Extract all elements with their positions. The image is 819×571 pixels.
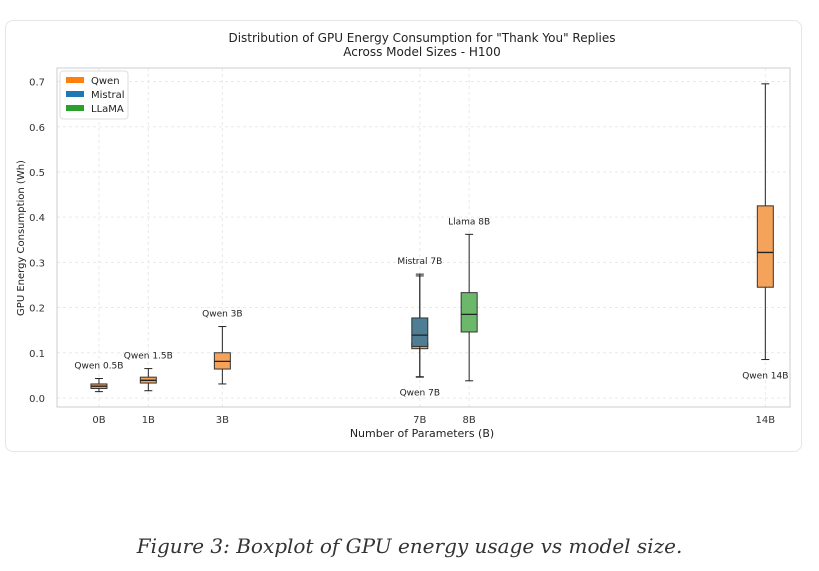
legend-label: Mistral [91, 90, 125, 101]
chart-title: Distribution of GPU Energy Consumption f… [228, 31, 615, 45]
box-qwen-14b [756, 83, 774, 361]
y-tick-label: 0.7 [29, 78, 45, 89]
legend: Qwen Mistral LLaMA [59, 70, 129, 120]
box-label: Qwen 3B [202, 310, 242, 320]
y-tick-label: 0.4 [29, 213, 45, 224]
iqr-box [460, 292, 478, 333]
iqr-box [411, 317, 429, 347]
box-label: Qwen 0.5B [74, 362, 123, 372]
legend-swatch [66, 105, 84, 111]
box-qwen-0-5b [90, 378, 108, 393]
iqr-box [756, 205, 774, 288]
figure-card: 0.0 0.1 0.2 0.3 0.4 0.5 0.6 0.7 0B 1B 3B 7B 8B 14B Qw… [5, 20, 802, 452]
x-tick-label: 7B [413, 415, 426, 426]
legend-label: LLaMA [91, 104, 124, 115]
x-axis-label: Number of Parameters (B) [350, 427, 494, 440]
legend-swatch [66, 77, 84, 83]
box-label: Llama 8B [448, 217, 490, 227]
box-label: Qwen 1.5B [124, 352, 173, 362]
y-tick-label: 0.2 [29, 304, 45, 315]
figure-caption: Figure 3: Boxplot of GPU energy usage vs… [136, 534, 683, 558]
y-tick-label: 0.3 [29, 258, 45, 269]
chart-subtitle: Across Model Sizes - H100 [343, 45, 501, 59]
x-tick-label: 3B [216, 415, 229, 426]
x-tick-label: 1B [142, 415, 155, 426]
x-tick-label: 14B [756, 415, 776, 426]
axes: 0.0 0.1 0.2 0.3 0.4 0.5 0.6 0.7 0B 1B 3B 7B 8B 14B [29, 78, 775, 426]
y-tick-label: 0.1 [29, 349, 45, 360]
plot-frame [56, 67, 791, 408]
x-tick-label: 8B [463, 415, 476, 426]
box-qwen-1-5b [139, 368, 157, 392]
box-qwen-3b [213, 326, 231, 385]
boxplot-chart: 0.0 0.1 0.2 0.3 0.4 0.5 0.6 0.7 0B 1B 3B 7B 8B 14B Qw… [16, 31, 791, 440]
box-label: Qwen 14B [742, 372, 788, 382]
box-label: Mistral 7B [397, 257, 442, 267]
boxes [90, 83, 774, 393]
box-llama-8b [460, 233, 478, 382]
y-tick-label: 0.6 [29, 123, 45, 134]
legend-swatch [66, 91, 84, 97]
legend-label: Qwen [91, 76, 120, 87]
y-tick-label: 0.5 [29, 168, 45, 179]
box-label: Qwen 7B [400, 389, 440, 399]
box-mistral-7b [411, 273, 429, 378]
y-axis-label: GPU Energy Consumption (Wh) [16, 160, 27, 316]
y-tick-label: 0.0 [29, 394, 45, 405]
x-tick-label: 0B [92, 415, 105, 426]
